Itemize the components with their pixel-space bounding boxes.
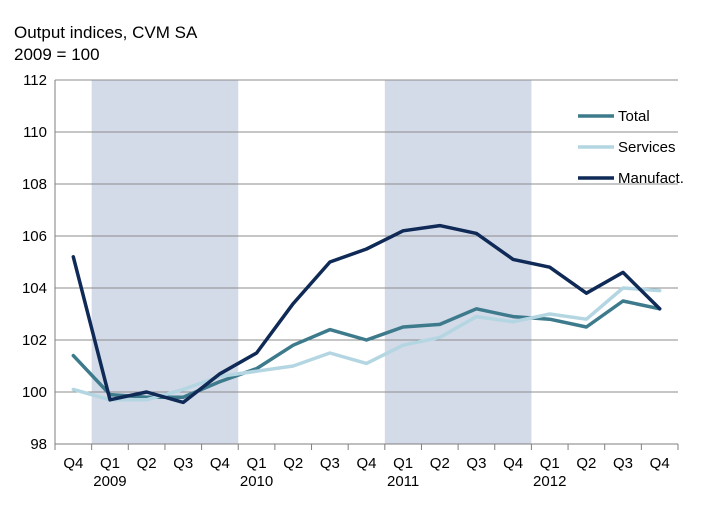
year-label: 2010 bbox=[240, 473, 273, 490]
y-tick-label: 104 bbox=[22, 280, 47, 297]
chart-title-line-1: Output indices, CVM SA bbox=[14, 23, 198, 42]
legend-label: Total bbox=[618, 108, 650, 125]
legend-label: Services bbox=[618, 139, 676, 156]
x-tick-label: Q4 bbox=[356, 455, 376, 472]
x-tick-label: Q2 bbox=[283, 455, 303, 472]
year-label: 2009 bbox=[93, 473, 126, 490]
x-tick-label: Q3 bbox=[613, 455, 633, 472]
shaded-period-2 bbox=[384, 80, 532, 444]
x-tick-label: Q4 bbox=[210, 455, 230, 472]
legend: Total Services Manufact. bbox=[578, 108, 684, 187]
y-axis: 98 100 102 104 106 108 110 112 bbox=[22, 72, 56, 453]
x-tick-label: Q4 bbox=[650, 455, 670, 472]
x-tick-label: Q3 bbox=[173, 455, 193, 472]
y-tick-label: 102 bbox=[22, 332, 47, 349]
x-tick-label: Q2 bbox=[137, 455, 157, 472]
x-tick-label: Q2 bbox=[576, 455, 596, 472]
y-tick-label: 112 bbox=[23, 72, 47, 89]
series-line-manufact bbox=[71, 223, 662, 405]
y-tick-label: 98 bbox=[30, 436, 47, 453]
x-tick-label: Q1 bbox=[247, 455, 267, 472]
y-tick-label: 106 bbox=[22, 228, 47, 245]
x-axis: Q4 Q1 Q2 Q3 Q4 Q1 Q2 Q3 Q4 Q1 Q2 Q3 Q4 Q1 Q2 Q3 Q4 2009 20… bbox=[54, 443, 679, 490]
year-label: 2011 bbox=[387, 473, 419, 490]
shaded-period-1 bbox=[91, 80, 239, 444]
shaded-periods bbox=[91, 80, 532, 444]
x-tick-label: Q3 bbox=[320, 455, 340, 472]
chart-title-line-2: 2009 = 100 bbox=[14, 45, 100, 64]
year-label: 2012 bbox=[533, 473, 566, 490]
x-tick-label: Q1 bbox=[393, 455, 413, 472]
x-tick-label: Q4 bbox=[503, 455, 523, 472]
y-tick-label: 108 bbox=[22, 176, 47, 193]
y-tick-label: 100 bbox=[22, 384, 47, 401]
x-tick-label: Q1 bbox=[540, 455, 560, 472]
legend-label: Manufact. bbox=[618, 170, 684, 187]
x-tick-label: Q1 bbox=[100, 455, 120, 472]
series-lines bbox=[71, 223, 662, 405]
x-tick-label: Q2 bbox=[430, 455, 450, 472]
series-line-services bbox=[71, 286, 662, 402]
x-tick-label: Q4 bbox=[63, 455, 83, 472]
y-tick-label: 110 bbox=[23, 124, 47, 141]
x-tick-label: Q3 bbox=[466, 455, 486, 472]
